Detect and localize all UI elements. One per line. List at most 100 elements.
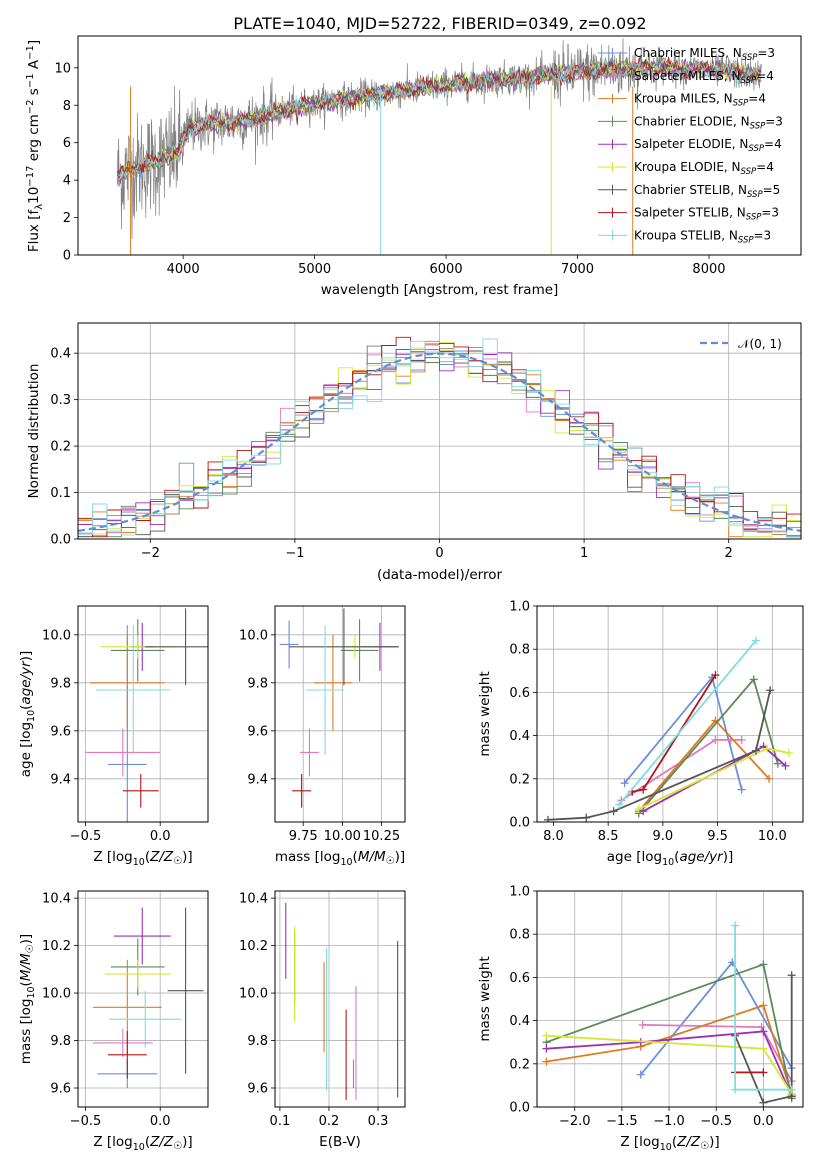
legend-label-chabrier-miles: Chabrier MILES, NSSP=3 <box>634 46 775 63</box>
age_vs_Z-ylabel-part: )] <box>18 651 34 662</box>
spectrum-ylabel-part: λ <box>34 204 45 210</box>
legend-text: Kroupa MILES, N <box>634 92 733 106</box>
mass_vs_Z-xlabel-part: ☉ <box>173 1141 182 1152</box>
y-tick-label: 1.0 <box>509 600 530 615</box>
legend-text: Salpeter MILES, N <box>634 69 741 83</box>
y-tick-label: 0.8 <box>509 643 530 658</box>
x-tick-label: 10.00 <box>324 829 361 844</box>
spectrum-ylabel-part: −17 <box>25 166 36 187</box>
x-tick-label: 9.5 <box>707 829 728 844</box>
x-tick-label: 0 <box>435 546 443 561</box>
y-tick-label: 0 <box>63 249 71 264</box>
x-tick-label: 8.5 <box>598 829 619 844</box>
series-line-kroupa-miles <box>546 1004 793 1095</box>
y-tick-label: 0.0 <box>509 1101 530 1116</box>
legend-count: =4 <box>756 69 774 83</box>
legend-count: =3 <box>761 206 779 220</box>
axes-age_vs_Z <box>78 606 208 822</box>
mass_vs_Z-xlabel-part: ( <box>145 1134 150 1150</box>
age_vs_mass-xlabel-part: )] <box>395 849 406 865</box>
y-tick-label: 0.2 <box>509 1057 530 1072</box>
legend-subscript: SSP <box>746 213 762 223</box>
legend-count: =5 <box>763 183 781 197</box>
mass_weight_vs_Z-xlabel-part: )] <box>709 1134 720 1150</box>
mass_weight_vs_age-xlabel-part: age [log <box>607 849 662 865</box>
legend-subscript: SSP <box>747 190 763 200</box>
mass_vs_Z-ylabel-part: M/M <box>18 953 34 981</box>
spectrum-ylabel-part: Flux [f <box>26 209 42 253</box>
spectrum-ylabel-part: −1 <box>25 73 36 88</box>
legend-subscript: SSP <box>750 121 766 131</box>
x-tick-label: 9.75 <box>289 829 318 844</box>
age_vs_mass-xlabel: mass [log10(M/M☉)] <box>275 849 405 868</box>
plot-area-mass_vs_Z <box>92 907 204 1089</box>
legend-subscript: SSP <box>741 76 757 86</box>
mass_weight_vs_Z-xlabel: Z [log10(Z/Z☉)] <box>620 1134 719 1153</box>
mass_weight_vs_age-xlabel: age [log10(age/yr)] <box>607 849 733 868</box>
frame-mass_vs_Z: −0.5 0.09.69.810.010.210.4Z [log10(Z/Z☉)]… <box>18 890 209 1153</box>
axes-frame <box>274 890 406 1108</box>
mass_vs_Z-xlabel-part: Z [log <box>93 1134 132 1150</box>
legend-text: Chabrier STELIB, N <box>634 183 747 197</box>
age_vs_Z-xlabel-part: )] <box>182 849 193 865</box>
y-tick-label: 0.3 <box>50 393 71 408</box>
axes-spectrum <box>117 38 762 255</box>
y-tick-label: 9.4 <box>247 772 268 787</box>
axes-mass_vs_Z <box>78 891 208 1107</box>
y-tick-label: 0.1 <box>50 486 71 501</box>
x-tick-label: −2.0 <box>559 1114 591 1129</box>
age_vs_Z-ylabel-part: age [log <box>18 722 34 777</box>
plot-area-mass_weight_vs_age <box>543 636 793 822</box>
y-tick-label: 0.0 <box>50 533 71 548</box>
legend-count: =3 <box>757 46 775 60</box>
y-tick-label: 9.6 <box>50 724 71 739</box>
axes-frame <box>77 35 802 256</box>
y-tick-label: 10.4 <box>42 892 71 907</box>
y-tick-label: 8 <box>63 99 71 114</box>
series-line-chabrier-stelib <box>734 975 793 1104</box>
legend-text: Salpeter ELODIE, N <box>634 137 748 151</box>
frame-age_vs_Z: −0.5 0.09.49.69.810.0Z [log10(Z/Z☉)]age [… <box>18 605 209 868</box>
mass_weight_vs_Z-ylabel: mass weight <box>477 956 493 1041</box>
age_vs_Z-xlabel-part: Z [log <box>93 849 132 865</box>
legend-label-chabrier-stelib: Chabrier STELIB, NSSP=5 <box>634 183 780 200</box>
legend-text: Chabrier ELODIE, N <box>634 114 750 128</box>
spectrum-xlabel: wavelength [Angstrom, rest frame] <box>321 282 559 298</box>
legend-subscript: SSP <box>742 53 758 63</box>
x-tick-label: −1.5 <box>606 1114 638 1129</box>
axes-frame <box>77 890 209 1108</box>
mass_weight_vs_age-ylabel: mass weight <box>477 671 493 756</box>
spectrum-ylabel-part: 10 <box>26 187 42 204</box>
plot-area-spectrum <box>117 38 762 255</box>
y-tick-label: 9.8 <box>247 1034 268 1049</box>
spectrum-ylabel-part: erg cm <box>26 114 42 165</box>
age_vs_Z-ylabel-part: age/yr <box>18 660 34 705</box>
y-tick-label: 9.6 <box>247 724 268 739</box>
y-tick-label: 0.8 <box>509 928 530 943</box>
y-tick-label: 9.6 <box>50 1082 71 1097</box>
series-line-kroupa-stelib <box>618 640 757 806</box>
mass_weight_vs_age-xlabel-part: )] <box>723 849 734 865</box>
y-tick-label: 10.0 <box>239 628 268 643</box>
legend-count: =4 <box>756 160 774 174</box>
y-tick-label: 9.4 <box>50 772 71 787</box>
y-tick-label: 0.0 <box>509 816 530 831</box>
spectrum-model-kroupa-elodie <box>117 59 762 181</box>
mass_vs_Z-xlabel: Z [log10(Z/Z☉)] <box>93 1134 192 1153</box>
x-tick-label: 10.25 <box>363 829 400 844</box>
x-tick-label: −0.5 <box>700 1114 732 1129</box>
legend-label-salpeter-stelib: Salpeter STELIB, NSSP=3 <box>634 206 779 223</box>
legend-text: Kroupa ELODIE, N <box>634 160 741 174</box>
x-tick-label: −0.5 <box>70 1114 102 1129</box>
age_vs_Z-xlabel-part: Z/Z <box>149 849 174 865</box>
legend-label-chabrier-elodie: Chabrier ELODIE, NSSP=3 <box>634 114 783 131</box>
frame-mass_weight_vs_age: 8.0 8.5 9.0 9.5 10.0 0.0 0.2 0.4 0.6 0.8 1.0 age [l… <box>477 600 804 868</box>
age_vs_mass-xlabel-part: M/M <box>358 849 386 865</box>
mass_weight_vs_Z-xlabel-part: 10 <box>660 1142 672 1153</box>
legend-text: Kroupa STELIB, N <box>634 228 738 242</box>
y-tick-label: 0.4 <box>509 1014 530 1029</box>
mass_vs_Z-xlabel-part: Z/Z <box>149 1134 174 1150</box>
mass_vs_Z-ylabel-part: 10 <box>26 986 37 998</box>
y-tick-label: 10.0 <box>42 628 71 643</box>
x-tick-label: 10.0 <box>758 829 787 844</box>
